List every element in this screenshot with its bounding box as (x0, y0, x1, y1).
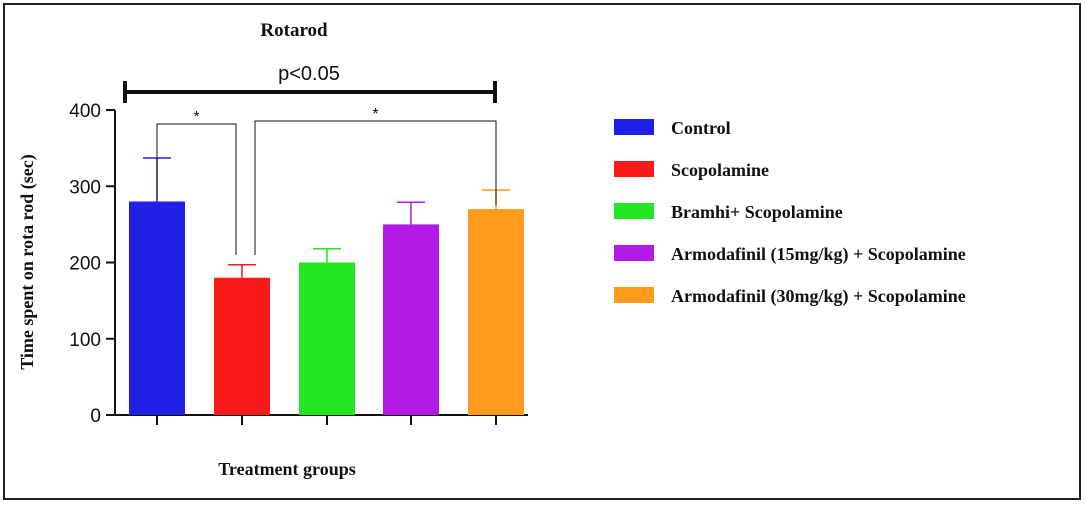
legend-swatch-3 (614, 203, 654, 219)
legend-label-1: Control (671, 118, 731, 138)
legend: Control Scopolamine Bramhi+ Scopolamine Arm… (614, 118, 966, 307)
y-axis-label: Time spent on rota rod (sec) (17, 154, 38, 370)
y-tick-label: 400 (69, 101, 101, 122)
legend-label-3: Bramhi+ Scopolamine (671, 202, 843, 222)
legend-label-4: Armodafinil (15mg/kg) + Scopolamine (671, 244, 966, 265)
chart-title: Rotarod (260, 20, 328, 41)
bar-1 (129, 201, 185, 415)
plot-area: 0 100 200 300 400 * * (69, 81, 528, 427)
legend-label-2: Scopolamine (671, 160, 769, 180)
legend-label-5: Armodafinil (30mg/kg) + Scopolamine (671, 286, 966, 307)
bar-2 (214, 277, 270, 415)
legend-swatch-2 (614, 161, 654, 177)
significance-star: * (193, 109, 199, 126)
x-axis-label: Treatment groups (218, 459, 356, 479)
significance-bracket (156, 123, 237, 255)
y-tick-label: 200 (69, 254, 101, 275)
significance-bracket (254, 120, 497, 255)
bar-5 (468, 209, 524, 415)
bar-3 (299, 262, 355, 415)
bar-4 (383, 224, 439, 415)
significance-star: * (372, 106, 378, 123)
y-tick-label: 300 (69, 177, 101, 198)
y-tick-label: 100 (69, 330, 101, 351)
y-tick-label: 0 (90, 406, 101, 427)
legend-swatch-4 (614, 245, 654, 261)
significance-overall-label: p<0.05 (278, 63, 340, 85)
legend-swatch-1 (614, 119, 654, 135)
legend-swatch-5 (614, 287, 654, 303)
